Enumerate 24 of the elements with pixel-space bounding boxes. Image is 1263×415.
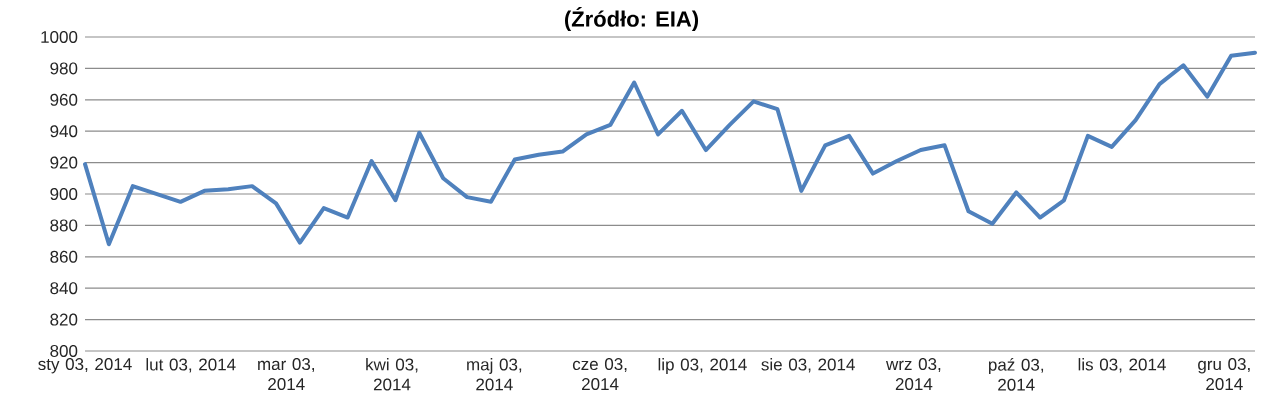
y-tick-label: 840 bbox=[50, 282, 78, 295]
y-tick-label: 880 bbox=[50, 219, 78, 232]
y-tick-label: 940 bbox=[50, 125, 78, 138]
x-tick-label: mar 03, 2014 bbox=[258, 358, 315, 391]
x-tick-label: sty 03, 2014 bbox=[38, 358, 132, 374]
x-tick-label: kwi 03, 2014 bbox=[366, 358, 418, 391]
x-tick-label: sie 03, 2014 bbox=[761, 358, 855, 373]
y-tick-label: 920 bbox=[50, 156, 78, 169]
x-tick-label: lut 03, 2014 bbox=[146, 358, 236, 373]
x-tick-label: cze 03, 2014 bbox=[572, 358, 627, 391]
x-tick-label: lip 03, 2014 bbox=[658, 358, 747, 374]
y-tick-label: 900 bbox=[50, 187, 78, 200]
y-tick-label: 1000 bbox=[41, 30, 78, 43]
x-tick-label: lis 03, 2014 bbox=[1078, 358, 1166, 373]
x-tick-label: gru 03, 2014 bbox=[1198, 358, 1250, 391]
y-tick-label: 980 bbox=[50, 62, 78, 75]
x-tick-label: maj 03, 2014 bbox=[467, 358, 522, 391]
chart-title: (Źródło: EIA) bbox=[564, 7, 699, 32]
y-tick-label: 960 bbox=[50, 93, 78, 106]
y-tick-label: 820 bbox=[50, 313, 78, 326]
y-tick-label: 800 bbox=[50, 344, 78, 357]
x-tick-label: paź 03, 2014 bbox=[988, 358, 1044, 391]
y-tick-label: 860 bbox=[50, 250, 78, 263]
x-tick-label: wrz 03, 2014 bbox=[886, 358, 941, 391]
